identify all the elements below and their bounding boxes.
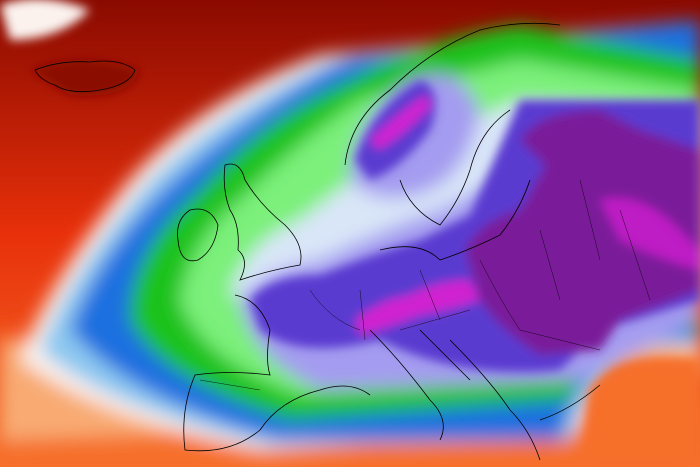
coastlines: [34, 22, 601, 461]
coast-balkans: [449, 339, 601, 461]
coast-iceland: [34, 60, 136, 93]
coast-ireland: [177, 208, 219, 262]
zone-magenta-russia: [600, 198, 700, 270]
coast-norway: [344, 22, 561, 166]
coast-france-spain: [183, 294, 371, 452]
zone-magenta-alps: [355, 280, 480, 335]
zone-magenta-norway: [370, 95, 432, 150]
coast-italy: [369, 329, 471, 441]
coast-sweden: [399, 109, 511, 226]
zone-white-greenland: [0, 0, 90, 40]
zone-orange-turkey: [580, 358, 700, 467]
border: [199, 179, 651, 391]
zone-purple-east: [465, 130, 700, 355]
coast-baltic: [379, 179, 531, 261]
zone-purple-finland: [520, 110, 660, 180]
country-borders: [199, 179, 651, 391]
coast-britain: [223, 163, 302, 281]
